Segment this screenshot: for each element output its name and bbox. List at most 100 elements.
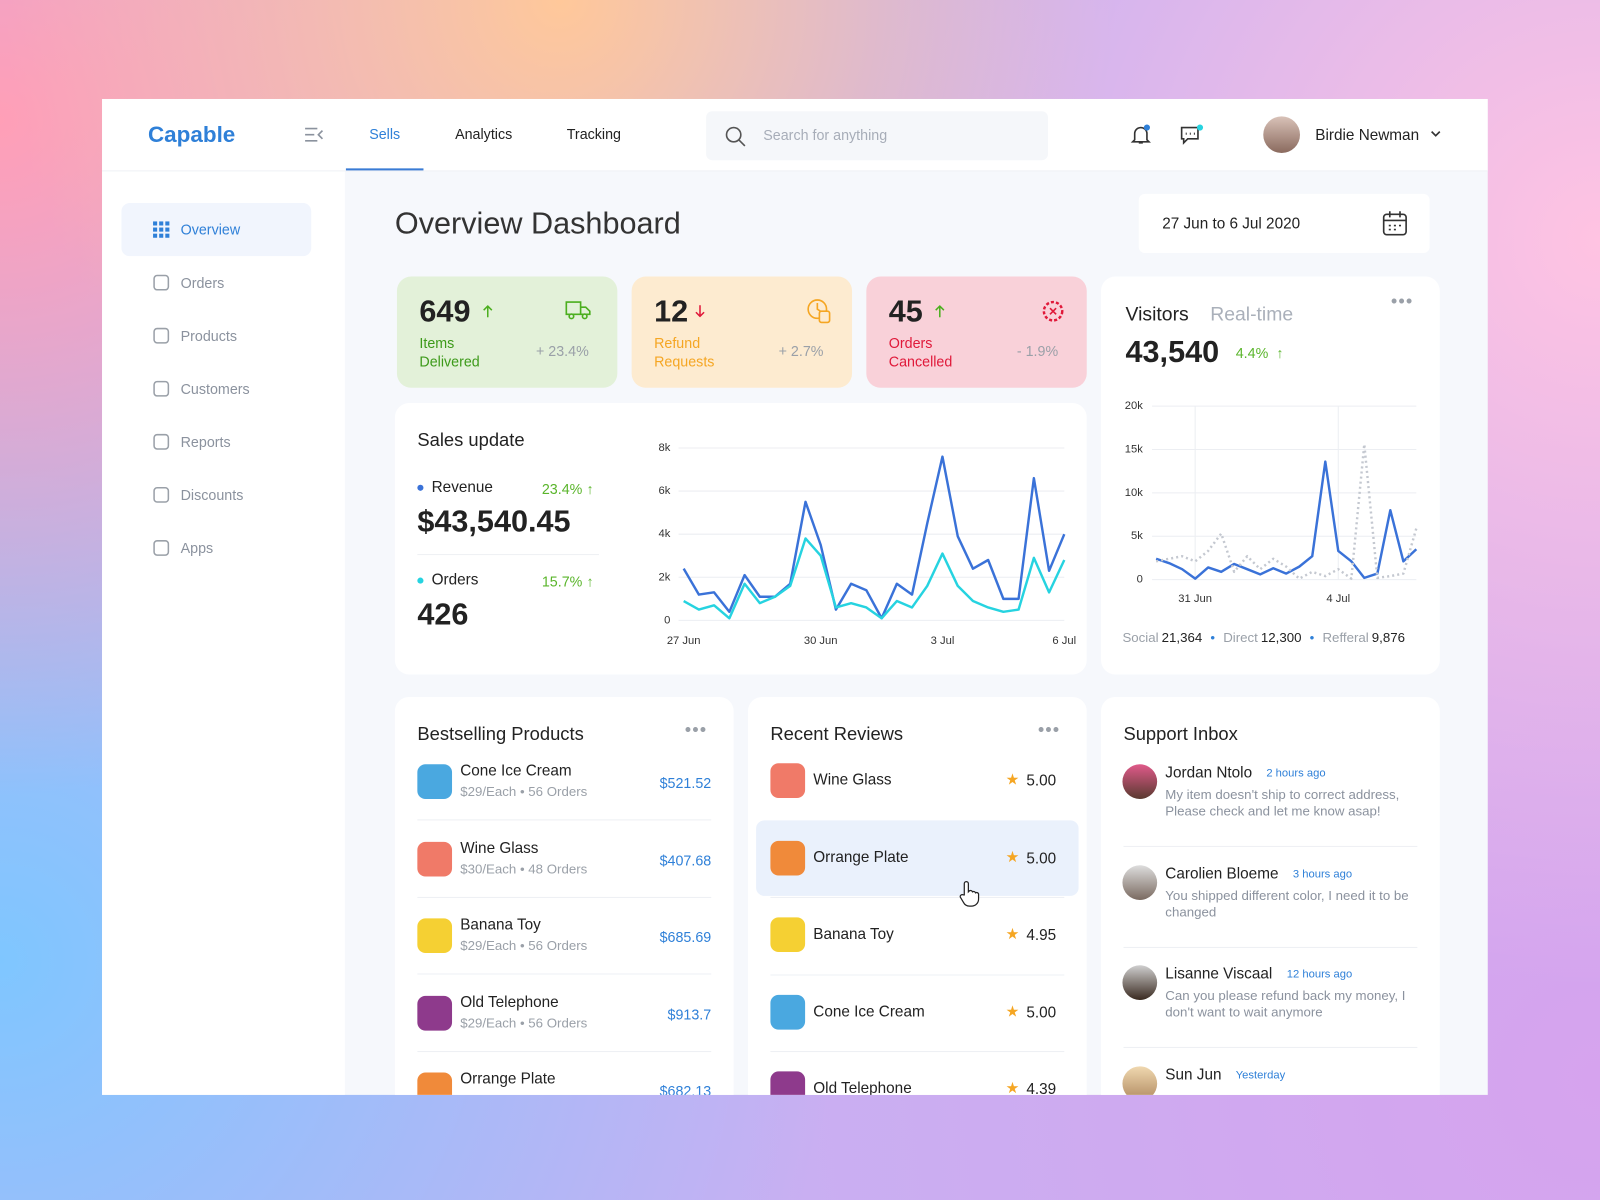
- legend-dot: [417, 484, 424, 491]
- sidebar-icon: [153, 433, 170, 450]
- x-tick-label: 30 Jun: [804, 635, 838, 647]
- user-name[interactable]: Birdie Newman: [1315, 126, 1420, 144]
- message-row[interactable]: Lisanne Viscaal 12 hours ago Can you pleas…: [1101, 965, 1440, 1066]
- rating: 4.95: [1026, 926, 1057, 944]
- legend-label: Orders: [431, 571, 479, 589]
- review-row[interactable]: Cone Ice Cream ★ 5.00: [748, 973, 1087, 1051]
- divider: [1123, 1046, 1418, 1048]
- stat-value: 45: [888, 294, 923, 329]
- icon-part: [153, 221, 158, 226]
- sidebar-icon: [153, 486, 170, 503]
- nav-tab[interactable]: Tracking: [566, 125, 621, 142]
- message-row[interactable]: Carolien Bloeme 3 hours ago You shipped di…: [1101, 864, 1440, 966]
- product-icon: [417, 918, 453, 954]
- visitors-tab[interactable]: Visitors: [1125, 304, 1189, 326]
- product-row[interactable]: Cone Ice Cream $29/Each • 56 Orders $521.5…: [395, 744, 734, 821]
- stat-card: 12 Refund Requests + 2.7%: [631, 276, 853, 388]
- reviews-card: Recent Reviews ••• Wine Glass ★ 5.00 Orrang…: [747, 696, 1087, 1095]
- review-row[interactable]: Wine Glass ★ 5.00: [748, 743, 1087, 820]
- orders-total: 426: [417, 597, 469, 632]
- more-menu[interactable]: •••: [684, 719, 708, 740]
- icon-part: [153, 233, 158, 238]
- visitors-change: 4.4% ↑: [1235, 344, 1284, 362]
- sidebar-item[interactable]: Apps: [121, 521, 311, 574]
- source-value: 9,876: [1371, 629, 1405, 645]
- realtime-tab[interactable]: Real-time: [1210, 304, 1294, 326]
- divider: [770, 896, 1065, 898]
- message-row[interactable]: Sun Jun Yesterday: [1101, 1065, 1440, 1095]
- icon-part: [153, 227, 158, 232]
- star-icon: ★: [1005, 1002, 1020, 1020]
- stat-label: Orders Cancelled: [888, 334, 953, 370]
- review-row[interactable]: Orrange Plate ★ 5.00: [748, 819, 1087, 897]
- x-tick-label: 4 Jul: [1326, 593, 1350, 605]
- sidebar-label: Overview: [180, 221, 241, 238]
- y-tick-label: 15k: [1125, 443, 1143, 455]
- stat-value: 12: [654, 294, 689, 329]
- change-value: 4.4%: [1235, 344, 1269, 362]
- product-row[interactable]: Wine Glass $30/Each • 48 Orders $407.68: [395, 821, 734, 898]
- y-tick-label: 6k: [659, 485, 671, 497]
- more-menu[interactable]: •••: [1390, 290, 1414, 312]
- divider: [417, 1050, 712, 1052]
- date-picker[interactable]: 27 Jun to 6 Jul 2020: [1138, 193, 1430, 254]
- revenue-total: $43,540.45: [417, 505, 571, 539]
- product-price: $685.69: [659, 928, 712, 945]
- card-title: Bestselling Products: [417, 723, 584, 744]
- divider: [770, 973, 1065, 975]
- stat-card: 649 Items Delivered + 23.4%: [396, 276, 618, 388]
- rating: 4.39: [1026, 1080, 1057, 1095]
- sidebar-label: Products: [180, 327, 237, 344]
- product-row[interactable]: Banana Toy $29/Each • 56 Orders $685.69: [395, 898, 734, 975]
- messages[interactable]: [1180, 123, 1204, 145]
- separator: •: [1210, 629, 1216, 645]
- page-title: Overview Dashboard: [394, 207, 681, 241]
- brand[interactable]: Capable: [147, 121, 236, 147]
- nav-tab[interactable]: Sells: [345, 99, 424, 171]
- legend-entry: Revenue: [417, 479, 493, 496]
- user-avatar[interactable]: [1263, 116, 1300, 154]
- sender-name: Jordan Ntolo: [1165, 764, 1253, 782]
- change-value: 23.4%: [541, 480, 583, 497]
- user-menu-chevron[interactable]: [1431, 131, 1441, 139]
- support-card: Support Inbox Jordan Ntolo 2 hours ago My …: [1101, 696, 1440, 1095]
- trend-up: [935, 305, 945, 318]
- product-icon: [770, 840, 806, 875]
- icon-part: [159, 221, 164, 226]
- sidebar-item[interactable]: Products: [121, 309, 311, 362]
- sidebar-icon: [153, 221, 170, 238]
- product-icon: [770, 763, 806, 798]
- bestselling-card: Bestselling Products ••• Cone Ice Cream $…: [394, 696, 734, 1095]
- sidebar-item[interactable]: Customers: [121, 362, 311, 415]
- sidebar-item[interactable]: Orders: [121, 256, 311, 309]
- sidebar-item[interactable]: Reports: [121, 415, 311, 468]
- review-row[interactable]: Banana Toy ★ 4.95: [748, 896, 1087, 974]
- nav-tab[interactable]: Analytics: [455, 125, 513, 142]
- card-title: Recent Reviews: [770, 723, 904, 744]
- product-row[interactable]: Orrange Plate $682.13: [395, 1052, 734, 1095]
- sidebar-item[interactable]: Overview: [121, 203, 312, 257]
- product-meta: $29/Each • 56 Orders: [460, 1014, 588, 1031]
- product-icon: [417, 841, 453, 877]
- sales-card: Sales update Revenue 23.4% ↑ $43,540.45 …: [394, 403, 1087, 675]
- sidebar-item[interactable]: Discounts: [121, 468, 311, 521]
- message-text: Can you please refund back my money, I d…: [1165, 987, 1406, 1020]
- dashboard-window: Capable Search for anything Birdie Newma…: [102, 98, 1488, 1095]
- product-row[interactable]: Old Telephone $29/Each • 56 Orders $913.7: [395, 975, 734, 1052]
- stat-card: 45 Orders Cancelled - 1.9%: [866, 276, 1087, 388]
- cursor: [959, 881, 980, 907]
- product-price: $682.13: [659, 1082, 712, 1095]
- icon-part: [165, 221, 170, 226]
- product-meta: $29/Each • 56 Orders: [460, 937, 588, 954]
- search-box[interactable]: Search for anything: [706, 111, 1048, 161]
- card-title: Sales update: [417, 429, 525, 450]
- message-row[interactable]: Jordan Ntolo 2 hours ago My item doesn't s…: [1101, 764, 1440, 865]
- series-line: [1155, 460, 1418, 580]
- notifications[interactable]: [1130, 123, 1153, 145]
- more-menu[interactable]: •••: [1037, 719, 1061, 740]
- y-tick-label: 10k: [1125, 487, 1143, 499]
- menu-toggle[interactable]: [304, 127, 324, 143]
- stat-label: Refund Requests: [654, 334, 715, 370]
- stat-value: 649: [419, 294, 471, 329]
- review-row[interactable]: Old Telephone ★ 4.39: [748, 1051, 1087, 1095]
